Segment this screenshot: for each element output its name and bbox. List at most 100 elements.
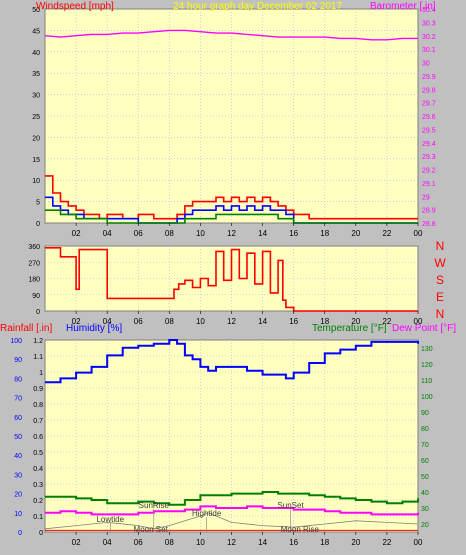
y-tick-label: 29.8: [422, 87, 436, 94]
x-tick-label: 04: [103, 229, 112, 238]
y-tick-label: 20: [32, 135, 40, 142]
y-tick-label: 0: [36, 309, 40, 316]
y-tick-label: 0.2: [33, 498, 43, 505]
x-tick-label: 20: [351, 317, 360, 326]
y-tick-label: 10: [32, 178, 40, 185]
wind-series: [44, 29, 418, 224]
y-tick-label: 0.8: [33, 402, 43, 409]
rainfall-axis-label: Rainfall [.in]: [0, 323, 52, 334]
y-tick-label: 25: [32, 114, 40, 121]
y-tick-label: 30: [421, 506, 429, 513]
temperature-grid: [45, 340, 418, 532]
y-tick-label: 1.1: [33, 354, 43, 361]
annotation-label: Hightide: [192, 509, 222, 518]
temperature-series: [45, 491, 419, 506]
y-tick-label: 29.3: [422, 154, 436, 161]
temperature-ticks: 10090807060504030201001.21.110.90.80.70.…: [10, 338, 432, 547]
y-tick-label: 20: [14, 492, 22, 499]
y-tick-label: 0.6: [33, 434, 43, 441]
x-tick-label: 12: [227, 229, 236, 238]
y-tick-label: 29.6: [422, 114, 436, 121]
y-tick-label: 20: [421, 522, 429, 529]
x-tick-label: 14: [258, 229, 267, 238]
barometer-series: [44, 29, 418, 41]
y-tick-label: 30.4: [422, 7, 436, 14]
x-tick-label: 06: [134, 229, 143, 238]
x-tick-label: 10: [196, 538, 205, 547]
x-tick-label: 08: [165, 317, 174, 326]
compass-label: W: [434, 256, 446, 270]
x-tick-label: 22: [382, 538, 391, 547]
y-tick-label: 30.1: [422, 47, 436, 54]
temperature-axis-label: Temperature [°F]: [312, 323, 387, 334]
wind-ticks: 5045403530252015105030.430.330.230.13029…: [32, 7, 436, 238]
y-tick-label: 50: [32, 7, 40, 14]
windspeed-axis-label: Windspeed [mph]: [36, 1, 114, 12]
y-tick-label: 30.2: [422, 34, 436, 41]
y-tick-label: 40: [32, 50, 40, 57]
y-tick-label: 29: [422, 194, 430, 201]
x-tick-label: 20: [351, 538, 360, 547]
tide-annotations: Lowtide SunRise Moon Set Hightide SunSet Moon…: [96, 501, 319, 534]
y-tick-label: 0.7: [33, 418, 43, 425]
x-tick-label: 04: [103, 317, 112, 326]
annotation-label: SunRise: [139, 501, 170, 510]
y-tick-label: 90: [32, 293, 40, 300]
y-tick-label: 15: [32, 157, 40, 164]
y-tick-label: 70: [421, 442, 429, 449]
y-tick-label: 30: [32, 93, 40, 100]
y-tick-label: 0.1: [33, 514, 43, 521]
x-tick-label: 02: [72, 317, 81, 326]
y-tick-label: 29.9: [422, 74, 436, 81]
x-tick-label: 14: [258, 538, 267, 547]
wind-low-series: [45, 209, 418, 224]
direction-ticks: 360 270 180 90 0 02 04 06 08 10 12 14 16 18 20 22 00: [28, 244, 423, 326]
x-tick-label: 00: [414, 317, 423, 326]
x-tick-label: 02: [72, 229, 81, 238]
direction-series: [45, 247, 418, 312]
annotation-label: Moon Rise: [281, 525, 320, 534]
y-tick-label: 120: [421, 362, 433, 369]
x-tick-label: 00: [414, 538, 423, 547]
y-tick-label: 90: [14, 357, 22, 364]
humidity-series: [45, 339, 419, 384]
y-tick-label: 0.5: [33, 450, 43, 457]
y-tick-label: 180: [28, 277, 40, 284]
y-tick-label: 29.4: [422, 141, 436, 148]
y-tick-label: 1: [39, 370, 43, 377]
average-wind-series: [45, 196, 418, 224]
x-tick-label: 12: [227, 317, 236, 326]
y-tick-label: 30: [422, 61, 430, 68]
x-tick-label: 00: [414, 229, 423, 238]
y-tick-label: 45: [32, 28, 40, 35]
x-tick-label: 10: [196, 317, 205, 326]
y-tick-label: 50: [421, 474, 429, 481]
y-tick-label: 80: [421, 426, 429, 433]
dewpoint-axis-label: Dew Point [°F]: [392, 323, 456, 334]
y-tick-label: 29.2: [422, 168, 436, 175]
x-tick-label: 06: [134, 538, 143, 547]
x-tick-label: 12: [227, 538, 236, 547]
x-tick-label: 18: [320, 317, 329, 326]
y-tick-label: 0.9: [33, 386, 43, 393]
y-tick-label: 110: [421, 378, 432, 385]
y-tick-label: 30.3: [422, 20, 436, 27]
x-tick-label: 08: [165, 538, 174, 547]
y-tick-label: 29.7: [422, 101, 436, 108]
x-tick-label: 16: [289, 538, 298, 547]
y-tick-label: 29.5: [422, 127, 436, 134]
y-tick-label: 0: [39, 530, 43, 537]
x-tick-label: 20: [351, 229, 360, 238]
y-tick-label: 0.4: [33, 466, 43, 473]
compass-label: S: [436, 273, 444, 287]
x-tick-label: 06: [134, 317, 143, 326]
x-tick-label: 18: [320, 229, 329, 238]
barometer-axis-label: Barometer [.in]: [370, 1, 436, 12]
x-tick-label: 22: [382, 317, 391, 326]
x-tick-label: 02: [72, 538, 81, 547]
y-tick-label: 1.2: [33, 338, 43, 345]
compass-label: N: [436, 239, 445, 253]
y-tick-label: 40: [14, 453, 22, 460]
